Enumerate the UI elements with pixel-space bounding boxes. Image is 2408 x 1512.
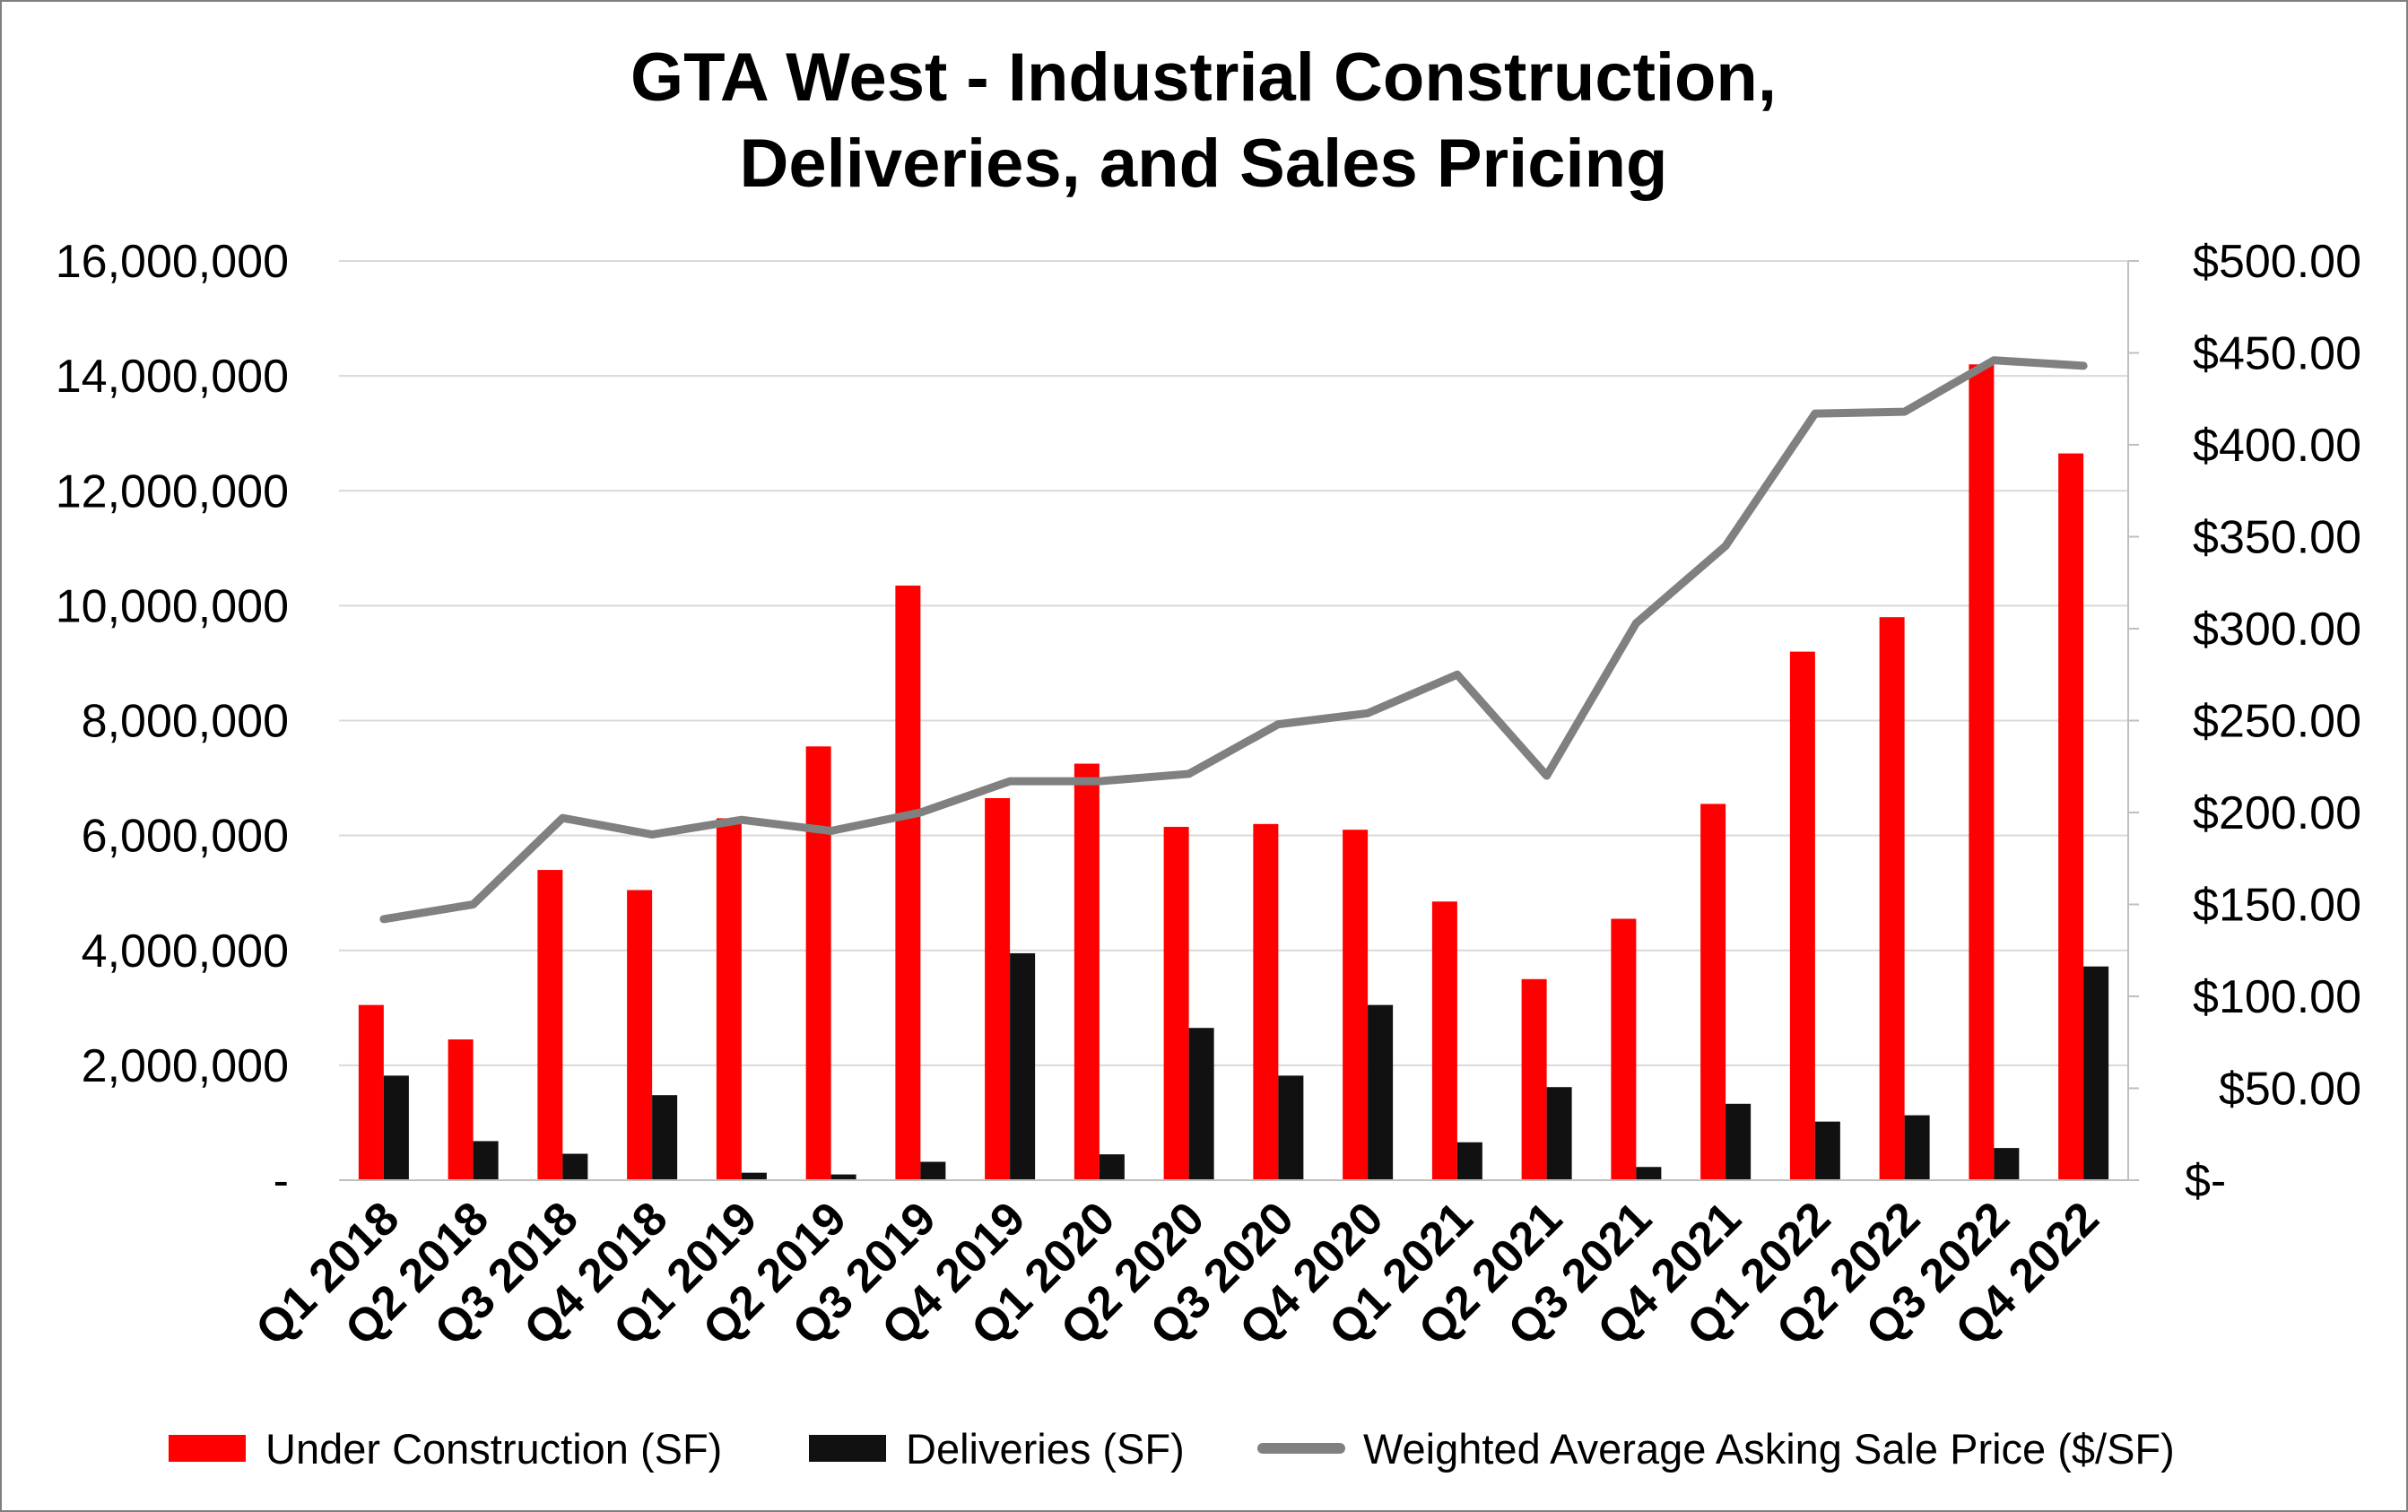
right-axis-tick-label: $- xyxy=(2185,1155,2226,1207)
right-axis-labels: $- $50.00 $100.00 $150.00 $200.00 $250.00 $300… xyxy=(2185,236,2361,1207)
price-point xyxy=(917,809,925,816)
price-point xyxy=(559,814,567,822)
legend-swatch-deliveries xyxy=(809,1435,886,1462)
bar-deliveries xyxy=(920,1161,946,1180)
price-point xyxy=(469,900,477,908)
price-point xyxy=(2080,361,2088,369)
bar-under-construction xyxy=(2058,453,2084,1180)
bar-under-construction xyxy=(537,870,563,1180)
left-axis-labels: - 2,000,000 4,000,000 6,000,000 8,000,000 10,… xyxy=(56,236,289,1207)
right-axis-tick-label: $150.00 xyxy=(2193,880,2361,932)
chart-title: GTA West - Industrial Construction, xyxy=(630,39,1777,116)
price-point xyxy=(1274,720,1282,728)
bar-under-construction xyxy=(1521,978,1547,1180)
price-point xyxy=(1722,542,1730,550)
bar-deliveries xyxy=(830,1174,856,1180)
right-axis-tick-label: $50.00 xyxy=(2219,1064,2361,1116)
bar-under-construction xyxy=(1163,827,1189,1180)
bar-under-construction xyxy=(358,1004,384,1180)
bar-deliveries xyxy=(473,1141,499,1180)
bar-deliveries xyxy=(1456,1142,1482,1180)
price-point xyxy=(1095,778,1103,786)
price-point xyxy=(1543,772,1551,779)
bar-deliveries xyxy=(2083,966,2109,1180)
bar-deliveries xyxy=(652,1095,678,1180)
bar-deliveries xyxy=(1188,1028,1214,1180)
bar-under-construction xyxy=(627,890,653,1180)
bar-under-construction xyxy=(1343,830,1369,1180)
chart-subtitle: Deliveries, and Sales Pricing xyxy=(740,126,1668,202)
bar-deliveries xyxy=(1726,1103,1752,1180)
line-series xyxy=(379,356,2088,924)
bar-deliveries xyxy=(1278,1075,1304,1180)
right-axis-tick-label: $200.00 xyxy=(2193,787,2361,839)
left-axis-tick-label: 2,000,000 xyxy=(82,1040,289,1092)
bar-deliveries xyxy=(562,1153,588,1180)
left-axis-tick-label: 12,000,000 xyxy=(56,465,289,517)
bar-under-construction xyxy=(716,818,742,1180)
price-point xyxy=(1811,410,1819,418)
right-axis-tick-label: $350.00 xyxy=(2193,512,2361,564)
price-point xyxy=(1364,709,1372,717)
right-axis-tick-label: $100.00 xyxy=(2193,971,2361,1023)
bar-deliveries xyxy=(741,1172,767,1180)
bar-under-construction xyxy=(1253,823,1279,1180)
bar-deliveries xyxy=(1368,1004,1394,1180)
bar-deliveries xyxy=(1546,1087,1572,1180)
price-point xyxy=(1453,671,1461,679)
price-point xyxy=(1990,356,1998,364)
price-point xyxy=(379,915,387,923)
right-axis-tick-label: $300.00 xyxy=(2193,604,2361,656)
left-axis-tick-label: 4,000,000 xyxy=(82,925,289,978)
left-axis-tick-label: 6,000,000 xyxy=(82,811,289,863)
legend-label-under-construction: Under Construction (SF) xyxy=(265,1425,722,1473)
right-axis-tick-label: $450.00 xyxy=(2193,328,2361,380)
price-point xyxy=(1006,778,1014,786)
bar-under-construction xyxy=(1789,651,1815,1180)
bar-under-construction xyxy=(805,746,831,1180)
bar-under-construction xyxy=(985,797,1011,1180)
bar-under-construction xyxy=(1700,804,1726,1180)
bar-under-construction xyxy=(1431,901,1457,1180)
bar-deliveries xyxy=(1099,1154,1125,1180)
bar-deliveries xyxy=(1636,1167,1662,1180)
bar-deliveries xyxy=(383,1075,409,1180)
left-axis-tick-label: - xyxy=(274,1155,289,1207)
legend-label-deliveries: Deliveries (SF) xyxy=(906,1425,1185,1473)
price-point xyxy=(737,816,745,824)
bar-deliveries xyxy=(1010,952,1036,1180)
right-axis-tick-label: $250.00 xyxy=(2193,696,2361,748)
axes xyxy=(339,260,2139,1181)
bar-under-construction xyxy=(1611,918,1637,1180)
bar-deliveries xyxy=(1904,1115,1930,1180)
price-point xyxy=(827,827,835,835)
bar-deliveries xyxy=(1814,1121,1840,1180)
legend-swatch-under-construction xyxy=(169,1435,246,1462)
right-axis-tick-label: $500.00 xyxy=(2193,236,2361,288)
right-axis-tick-label: $400.00 xyxy=(2193,420,2361,472)
bar-under-construction xyxy=(1074,763,1100,1180)
bar-deliveries xyxy=(1994,1148,2020,1180)
bar-series xyxy=(358,364,2109,1180)
bar-under-construction xyxy=(448,1039,474,1180)
left-axis-tick-label: 8,000,000 xyxy=(82,696,289,748)
price-point xyxy=(1185,769,1193,778)
price-line xyxy=(379,356,2088,924)
bar-under-construction xyxy=(1879,617,1905,1180)
price-point xyxy=(648,830,656,839)
price-point xyxy=(1632,619,1640,627)
price-point xyxy=(1900,408,1908,416)
legend: Under Construction (SF) Deliveries (SF) … xyxy=(169,1425,2175,1473)
gridlines xyxy=(339,260,2128,1066)
legend-label-asking-price: Weighted Average Asking Sale Price ($/SF… xyxy=(1363,1425,2175,1473)
left-axis-tick-label: 10,000,000 xyxy=(56,580,289,632)
left-axis-tick-label: 14,000,000 xyxy=(56,351,289,403)
bar-under-construction xyxy=(895,585,921,1180)
bar-under-construction xyxy=(1969,364,1995,1180)
left-axis-tick-label: 16,000,000 xyxy=(56,236,289,288)
